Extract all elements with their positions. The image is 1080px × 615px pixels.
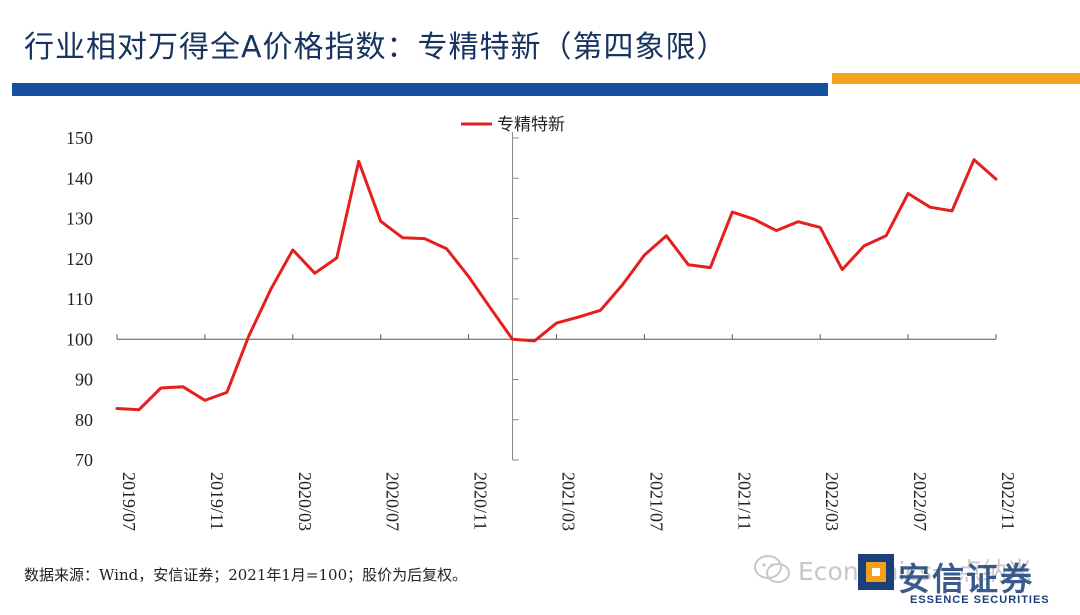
y-tick-label: 130 [66, 209, 93, 229]
watermark-text: Economics一点纳米 [798, 557, 1033, 586]
x-tick-label: 2022/07 [910, 472, 930, 531]
x-tick-label: 2019/07 [119, 472, 139, 531]
y-tick-label: 90 [75, 370, 93, 390]
slide-title: 行业相对万得全A价格指数：专精特新（第四象限） [24, 30, 728, 65]
x-tick-label: 2021/11 [734, 472, 754, 530]
x-tick-label: 2020/07 [383, 472, 403, 531]
y-tick-label: 70 [75, 450, 93, 470]
series-line [115, 158, 998, 412]
x-tick-label: 2022/11 [998, 472, 1018, 530]
plot-area [115, 158, 998, 412]
x-tick-label: 2021/03 [559, 472, 579, 531]
source-note: 数据来源：Wind，安信证券；2021年1月=100；股价为后复权。 [24, 566, 468, 584]
x-tick-label: 2020/11 [471, 472, 491, 530]
y-tick-label: 110 [67, 289, 93, 309]
x-tick-label: 2021/07 [646, 472, 666, 531]
y-tick-label: 140 [66, 168, 93, 188]
title-underline-blue [12, 83, 828, 96]
company-logo: 安信证券 ESSENCE SECURITIES [856, 550, 1071, 610]
x-tick-label: 2019/11 [207, 472, 227, 530]
logo-text-en: ESSENCE SECURITIES [910, 594, 1050, 606]
x-axis-ticks: 2019/07 2019/11 2020/03 2020/07 2020/11 2021/… [116, 334, 1018, 531]
legend: 专精特新 [461, 115, 565, 135]
y-tick-label: 120 [66, 249, 93, 269]
watermark: Economics一点纳米 [752, 552, 1032, 588]
title-underline-orange [832, 73, 1080, 84]
x-tick-label: 2022/03 [822, 472, 842, 531]
y-tick-label: 100 [66, 329, 93, 349]
logo-mark-icon [858, 554, 894, 590]
x-tick-label: 2020/03 [295, 472, 315, 531]
y-tick-label: 150 [66, 128, 93, 148]
axes [117, 132, 996, 461]
y-axis-ticks: 70 80 90 100 110 120 130 140 150 [66, 128, 93, 470]
logo-text-cn: 安信证券 [898, 560, 1035, 598]
y-tick-label: 80 [75, 410, 93, 430]
wechat-icon [754, 555, 790, 583]
legend-label: 专精特新 [497, 115, 565, 135]
